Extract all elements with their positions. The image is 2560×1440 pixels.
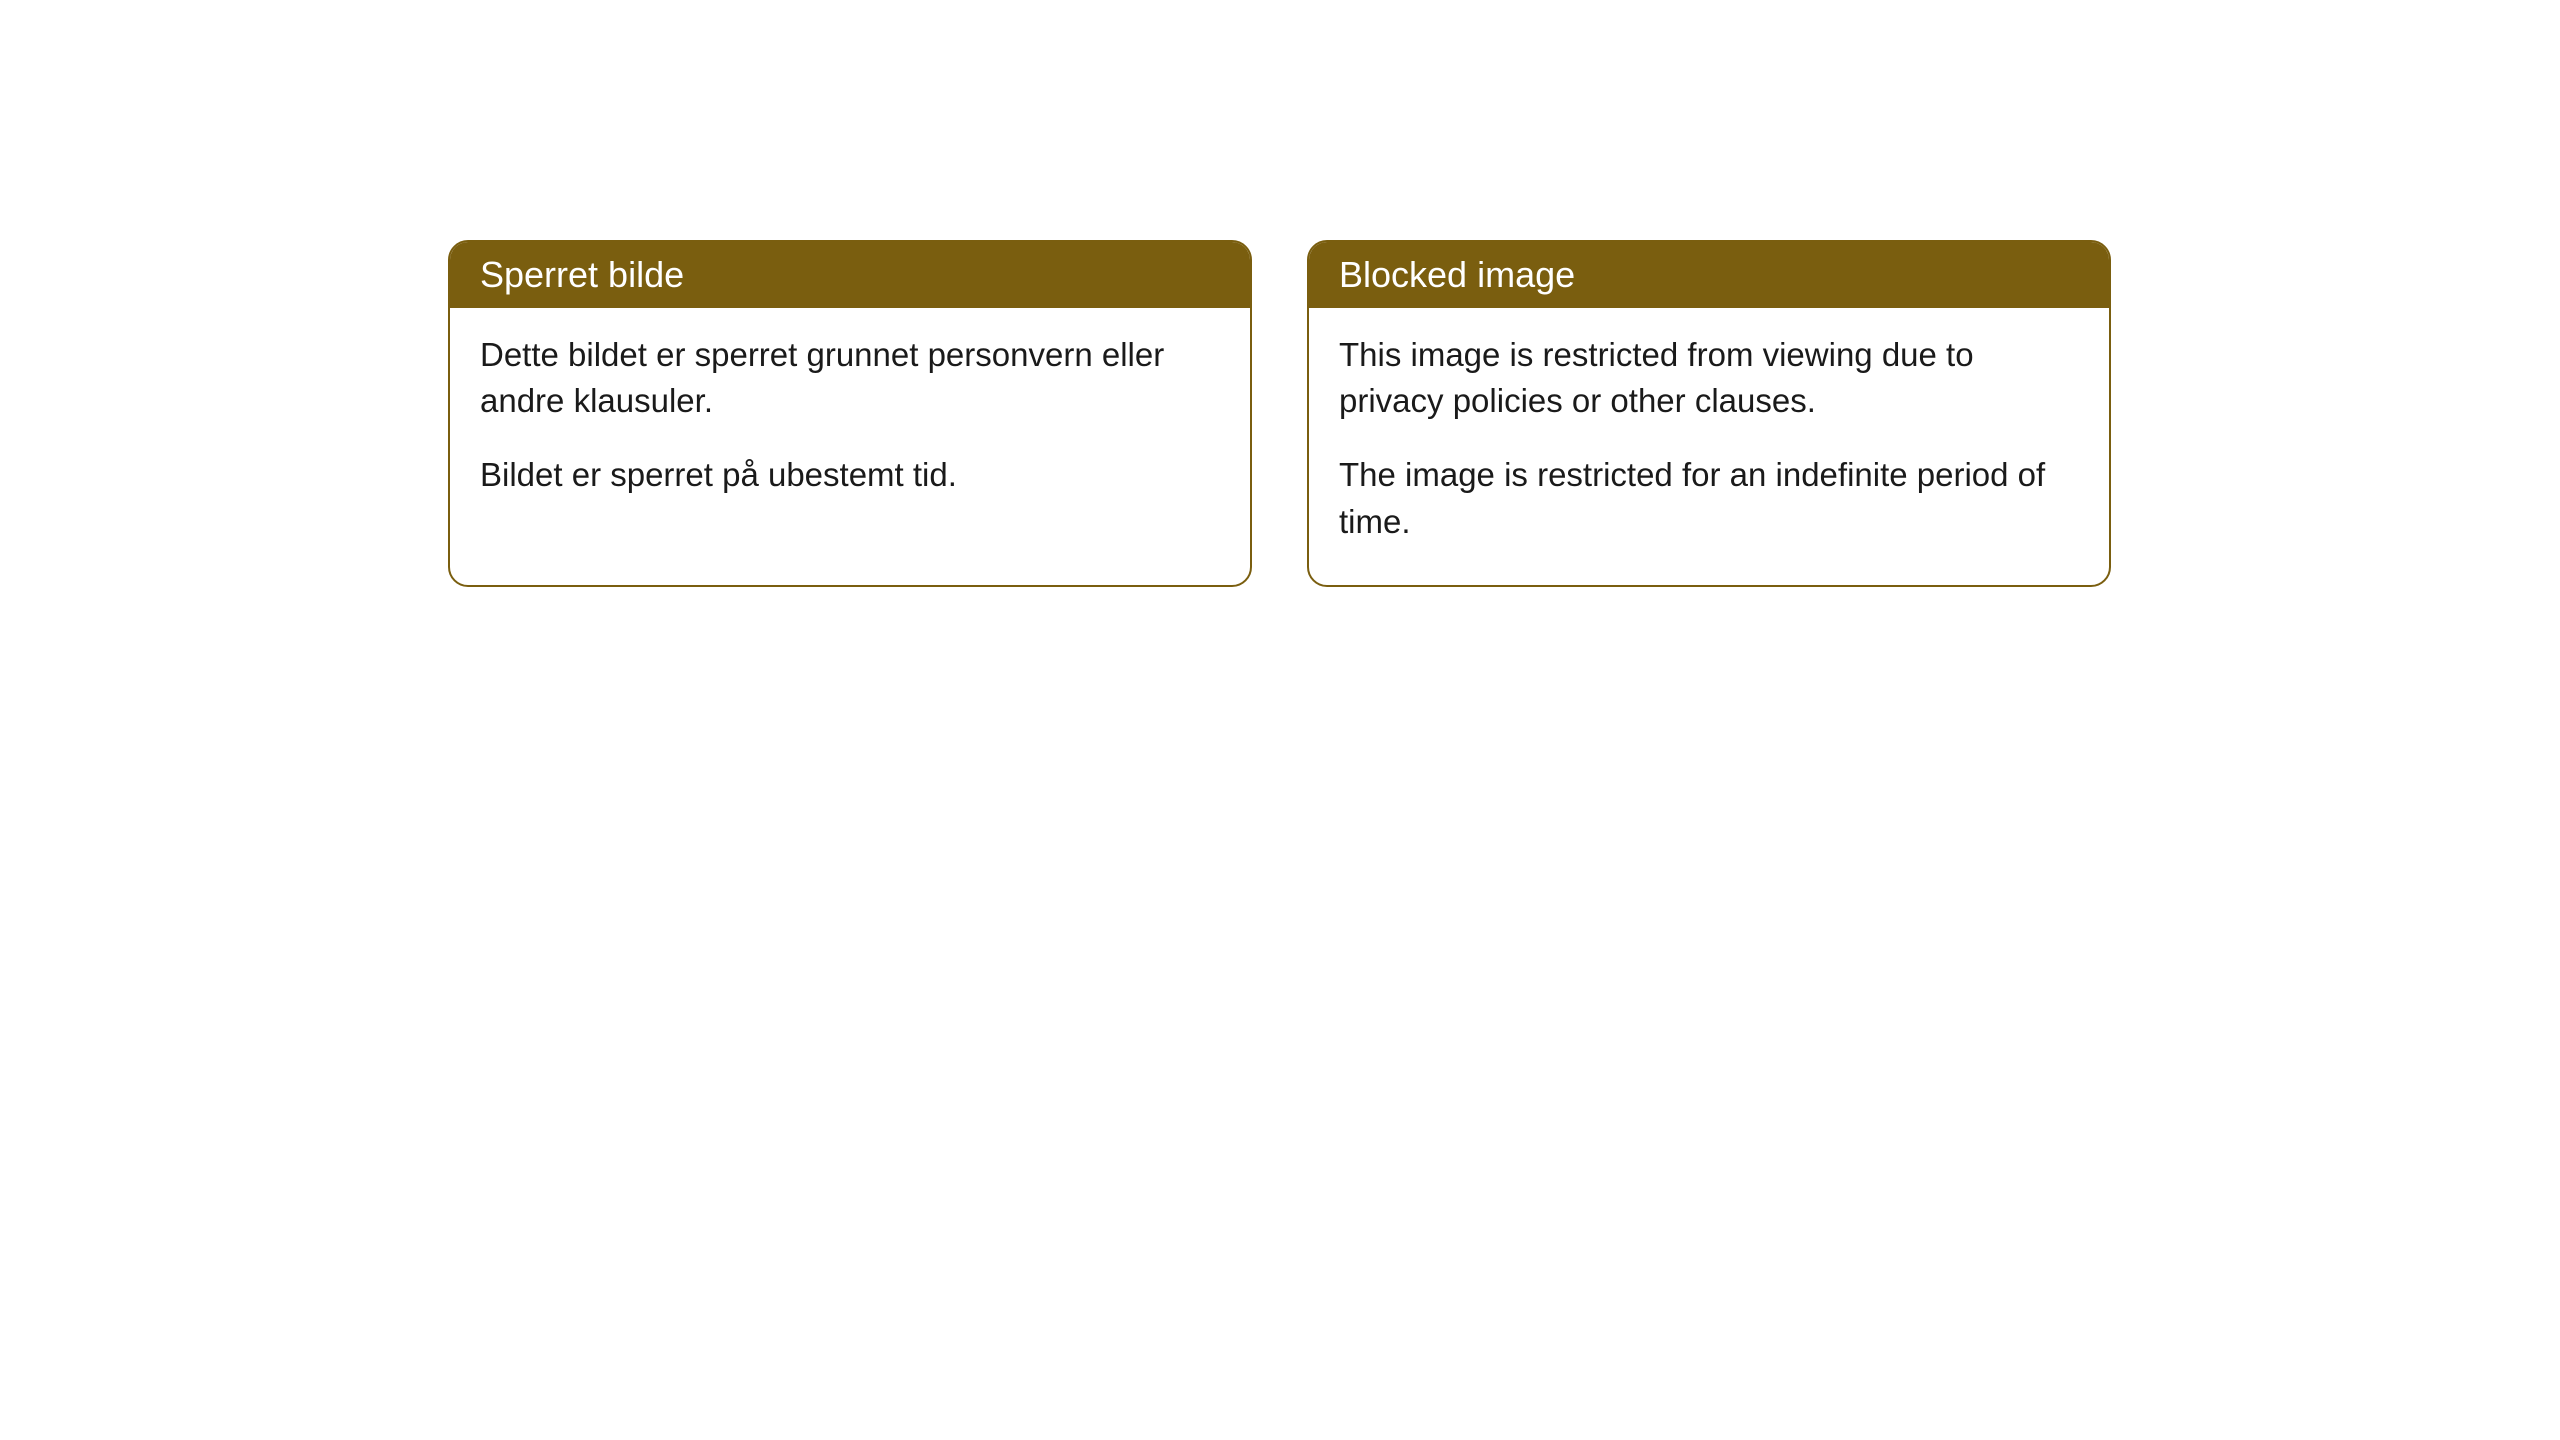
card-body-english: This image is restricted from viewing du…	[1309, 308, 2109, 585]
card-paragraph: Dette bildet er sperret grunnet personve…	[480, 332, 1220, 424]
notice-card-norwegian: Sperret bilde Dette bildet er sperret gr…	[448, 240, 1252, 587]
notice-cards-container: Sperret bilde Dette bildet er sperret gr…	[448, 240, 2111, 587]
card-paragraph: This image is restricted from viewing du…	[1339, 332, 2079, 424]
card-title: Blocked image	[1339, 254, 1575, 295]
card-paragraph: Bildet er sperret på ubestemt tid.	[480, 452, 1220, 498]
card-header-english: Blocked image	[1309, 242, 2109, 308]
notice-card-english: Blocked image This image is restricted f…	[1307, 240, 2111, 587]
card-header-norwegian: Sperret bilde	[450, 242, 1250, 308]
card-title: Sperret bilde	[480, 254, 684, 295]
card-paragraph: The image is restricted for an indefinit…	[1339, 452, 2079, 544]
card-body-norwegian: Dette bildet er sperret grunnet personve…	[450, 308, 1250, 539]
